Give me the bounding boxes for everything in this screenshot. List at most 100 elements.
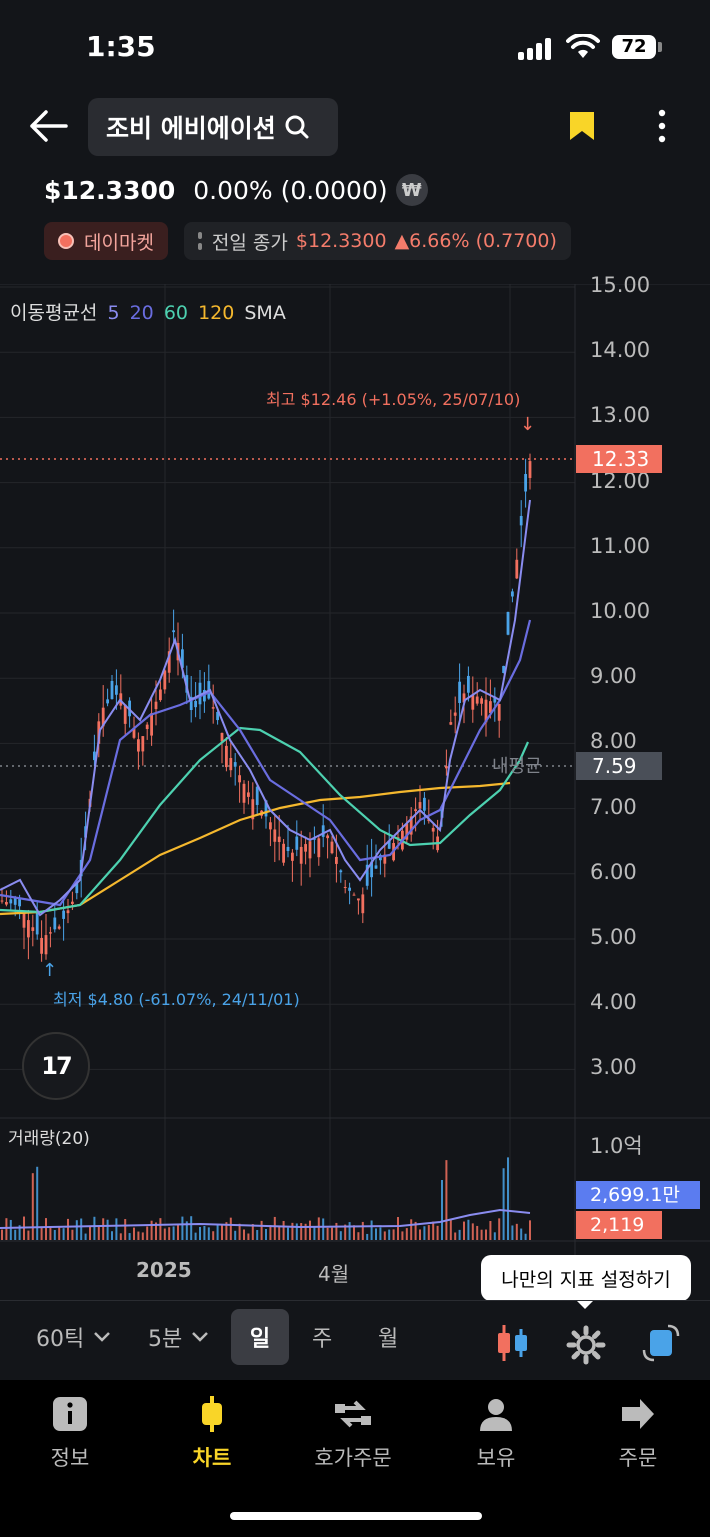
stock-search-box[interactable]: 조비 에비에이션 [88,98,338,156]
settings-gear-icon[interactable] [566,1317,606,1373]
bookmark-icon[interactable] [568,110,596,142]
nav-holdings-label: 보유 [476,1446,516,1470]
candle-body [528,461,532,478]
more-vertical-icon[interactable] [650,108,674,144]
candle-body [515,559,519,579]
signal-icon [518,38,554,60]
volume-bar [463,1221,465,1240]
volume-bar [458,1229,461,1240]
candle-body [247,792,250,797]
volume-bar [269,1225,272,1240]
nav-order-book[interactable]: 호가주문 [298,1394,408,1472]
volume-bar [300,1223,303,1240]
volume-bar [375,1228,377,1240]
volume-bar [71,1229,74,1240]
info-icon [53,1397,87,1431]
nav-holdings[interactable]: 보유 [446,1394,546,1472]
volume-bar [388,1229,391,1240]
volume-bar [89,1226,91,1240]
volume-bar [331,1227,333,1240]
volume-bar [67,1218,69,1240]
candle-body [308,841,312,859]
y-tick-label: 6.00 [590,859,637,884]
candle-body [467,675,470,693]
candle-body [286,846,290,851]
candle-body [110,680,114,700]
ma-legend-5: 5 [107,302,120,324]
chart-icon [202,1396,222,1432]
volume-bar [238,1223,241,1240]
price-chart[interactable] [0,284,710,1294]
won-currency-icon[interactable]: ₩ [395,174,428,206]
nav-info[interactable]: 정보 [20,1394,120,1472]
candle-body [295,836,299,850]
candle-body [273,829,277,842]
wifi-icon [566,34,600,58]
candle-body [71,901,74,904]
volume-bar [366,1233,369,1240]
ma-legend-60: 60 [163,302,189,324]
prev-close-label: 전일 종가 [211,231,288,254]
candle-body [106,699,109,704]
holdings-icon [480,1399,512,1431]
ma-legend-120: 120 [198,302,235,324]
tradingview-logo-icon[interactable]: 17 [22,1032,90,1100]
volume-bar [344,1224,347,1240]
nav-chart[interactable]: 차트 [162,1394,262,1472]
candle-body [497,704,501,721]
candle-body [277,836,281,843]
volume-bar [247,1233,250,1240]
y-tick-label: 11.00 [590,533,651,558]
volume-bar [146,1226,149,1240]
y-tick-label: 14.00 [590,338,651,363]
volume-bar [155,1222,157,1240]
nav-order[interactable]: 주문 [588,1394,688,1472]
candle-body [458,681,461,703]
indicator-tooltip[interactable]: 나만의 지표 설정하기 [481,1255,691,1309]
y-tick-label: 4.00 [590,990,637,1015]
ma-legend[interactable]: 이동평균선 5 20 60 120 SMA [10,298,290,325]
candle-body [75,882,79,894]
candle-body [282,843,285,863]
candle-body [123,704,127,724]
nav-order-book-label: 호가주문 [314,1446,392,1470]
candle-body [255,786,259,805]
day-market-badge[interactable]: 데이마켓 [44,222,168,260]
candle-body [238,775,241,783]
candle-body [445,766,448,769]
volume-bar [282,1220,285,1240]
volume-bar [511,1225,514,1240]
period-month-button[interactable]: 월 [378,1327,399,1352]
candle-body [370,861,373,878]
volume-bar [163,1228,166,1240]
price-change: 0.00% (0.0000) [193,175,388,205]
candle-body [291,852,294,861]
low-arrow-icon: ↑ [42,960,58,981]
candle-body [343,887,347,889]
candle-type-icon[interactable] [494,1315,530,1371]
prev-close-value: $12.3300 [295,230,387,252]
high-annotation: 최고 $12.46 (+1.05%, 25/07/10) [266,390,521,409]
volume-bar [383,1231,386,1240]
minute-selector[interactable]: 5분 [148,1309,210,1365]
period-week-button[interactable]: 주 [312,1327,333,1352]
volume-bar [102,1218,105,1240]
period-day-button[interactable]: 일 [231,1309,289,1365]
tick-selector[interactable]: 60틱 [36,1309,112,1365]
y-tick-label: 5.00 [590,925,637,949]
candle-body [418,802,422,809]
volume-bar [467,1219,470,1240]
badge-row: 데이마켓 전일 종가 $12.3300 ▲6.66% (0.7700) [44,221,571,261]
volume-bar [322,1218,325,1240]
candle-body [145,724,149,730]
candle-body [361,894,365,914]
candle-body [141,736,145,752]
candle-body [62,910,65,919]
switch-chart-icon[interactable] [640,1315,682,1371]
volume-bar [45,1218,47,1240]
chart-toolbar: 60틱 5분 일 주 월 [0,1300,710,1376]
back-arrow-icon[interactable] [26,106,70,146]
drag-handle-icon [197,232,202,250]
x-label-april: 4월 [318,1262,350,1286]
candle-body [511,591,514,597]
